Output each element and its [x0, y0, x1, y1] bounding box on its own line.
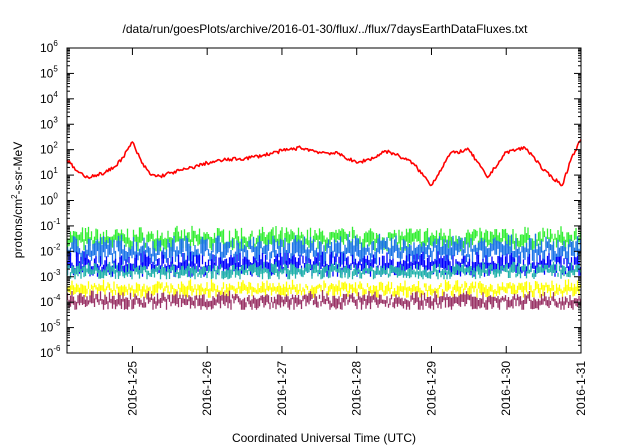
y-tick-label-base: 10 [40, 219, 54, 233]
y-tick-label-base: 10 [40, 244, 54, 258]
y-tick-label: 103 [40, 115, 58, 131]
x-tick-label: 2016-1-30 [499, 361, 513, 416]
y-tick-label-exp: -3 [53, 268, 61, 277]
y-tick-label: 10-2 [40, 242, 61, 258]
y-axis-title-rest: -s-sr-MeV [11, 142, 25, 195]
x-tick-label: 2016-1-28 [350, 361, 364, 416]
x-tick-label: 2016-1-25 [125, 361, 139, 416]
y-tick-label: 10-4 [40, 293, 61, 309]
y-tick-label-exp: -2 [53, 242, 61, 251]
y-tick-label-exp: -5 [53, 319, 61, 328]
y-tick-label-exp: 0 [53, 192, 58, 201]
y-tick-label-exp: -6 [53, 344, 61, 353]
y-tick-label-base: 10 [40, 92, 54, 106]
series-6-band [66, 290, 582, 310]
y-axis: 10-610-510-410-310-210-11001011021031041… [40, 39, 581, 360]
y-tick-label-exp: 5 [53, 64, 58, 73]
y-tick-label-exp: 2 [53, 141, 58, 150]
series-6 [66, 290, 582, 310]
y-tick-label-exp: 1 [53, 166, 58, 175]
y-tick-label-base: 10 [40, 295, 54, 309]
x-tick-label: 2016-1-27 [275, 361, 289, 416]
series-0 [66, 139, 582, 187]
y-tick-label-base: 10 [40, 143, 54, 157]
y-tick-label-base: 10 [40, 168, 54, 182]
y-tick-label-base: 10 [40, 117, 54, 131]
y-tick-label-exp: -4 [53, 293, 61, 302]
y-tick-label-base: 10 [40, 346, 54, 360]
y-axis-title-main: protons/cm [11, 199, 25, 258]
chart-title: /data/run/goesPlots/archive/2016-01-30/f… [123, 22, 529, 36]
y-tick-label-base: 10 [40, 66, 54, 80]
x-tick-label: 2016-1-31 [574, 361, 588, 416]
y-tick-label-base: 10 [40, 270, 54, 284]
x-tick-label: 2016-1-26 [200, 361, 214, 416]
y-tick-label-base: 10 [40, 41, 54, 55]
y-tick-label-exp: 3 [53, 115, 58, 124]
y-tick-label: 10-6 [40, 344, 61, 360]
x-axis-title: Coordinated Universal Time (UTC) [232, 431, 416, 445]
y-axis-title-sup: 2 [10, 194, 19, 199]
y-tick-label-base: 10 [40, 321, 54, 335]
y-tick-label: 106 [40, 39, 58, 55]
y-tick-label: 10-5 [40, 319, 61, 335]
y-tick-label: 104 [40, 90, 58, 106]
y-tick-label-base: 10 [40, 194, 54, 208]
y-tick-label: 10-3 [40, 268, 61, 284]
y-tick-label-exp: 4 [53, 90, 58, 99]
y-tick-label: 101 [40, 166, 58, 182]
y-tick-label-exp: -1 [53, 217, 61, 226]
series-0-line [66, 139, 582, 187]
y-axis-title: protons/cm2-s-sr-MeV [10, 142, 25, 258]
series-5 [66, 279, 582, 298]
y-tick-label: 102 [40, 141, 58, 157]
y-tick-label: 10-1 [40, 217, 61, 233]
y-tick-label-exp: 6 [53, 39, 58, 48]
series-5-band [66, 279, 582, 298]
series-layer [66, 139, 582, 310]
y-tick-label: 105 [40, 64, 58, 80]
x-tick-label: 2016-1-29 [425, 361, 439, 416]
y-tick-label: 100 [40, 192, 58, 208]
x-axis: 2016-1-25 2016-1-26 2016-1-27 2016-1-28 2016… [125, 48, 588, 416]
